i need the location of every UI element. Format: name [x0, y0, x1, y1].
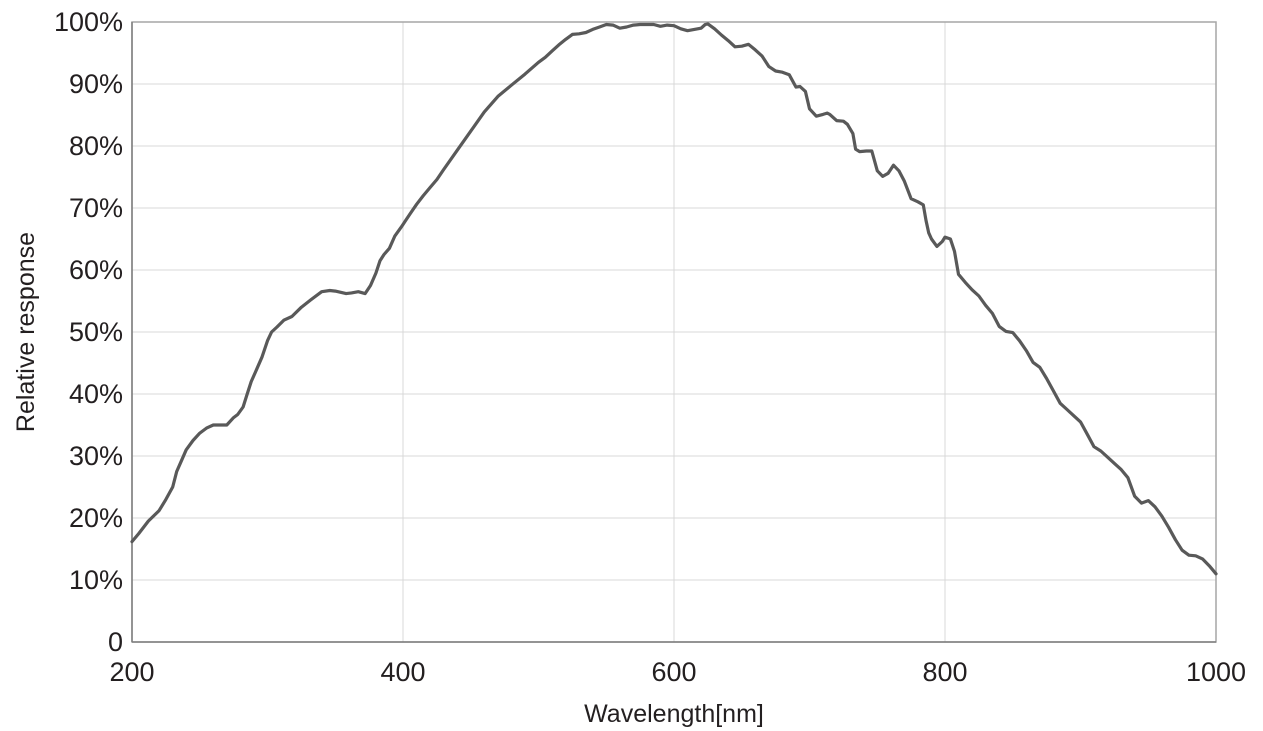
y-tick-label: 100%	[54, 7, 123, 37]
x-tick-label: 400	[380, 657, 425, 687]
grid-lines	[132, 22, 1216, 642]
x-tick-label: 600	[651, 657, 696, 687]
y-tick-label: 40%	[69, 379, 123, 409]
x-tick-label: 200	[109, 657, 154, 687]
y-tick-label: 60%	[69, 255, 123, 285]
y-tick-label: 70%	[69, 193, 123, 223]
y-tick-label: 0	[108, 627, 123, 657]
y-tick-label: 20%	[69, 503, 123, 533]
y-tick-label: 10%	[69, 565, 123, 595]
y-tick-label: 80%	[69, 131, 123, 161]
x-tick-label: 800	[922, 657, 967, 687]
y-tick-label: 30%	[69, 441, 123, 471]
x-tick-label: 1000	[1186, 657, 1246, 687]
response-curve	[130, 22, 1218, 576]
x-tick-labels: 200 400 600 800 1000	[109, 657, 1246, 687]
y-tick-label: 50%	[69, 317, 123, 347]
y-axis-title: Relative response	[12, 232, 40, 432]
y-tick-labels: 0 10% 20% 30% 40% 50% 60% 70% 80% 90% 100%	[54, 7, 123, 657]
y-tick-label: 90%	[69, 69, 123, 99]
x-axis-title: Wavelength[nm]	[584, 700, 764, 728]
